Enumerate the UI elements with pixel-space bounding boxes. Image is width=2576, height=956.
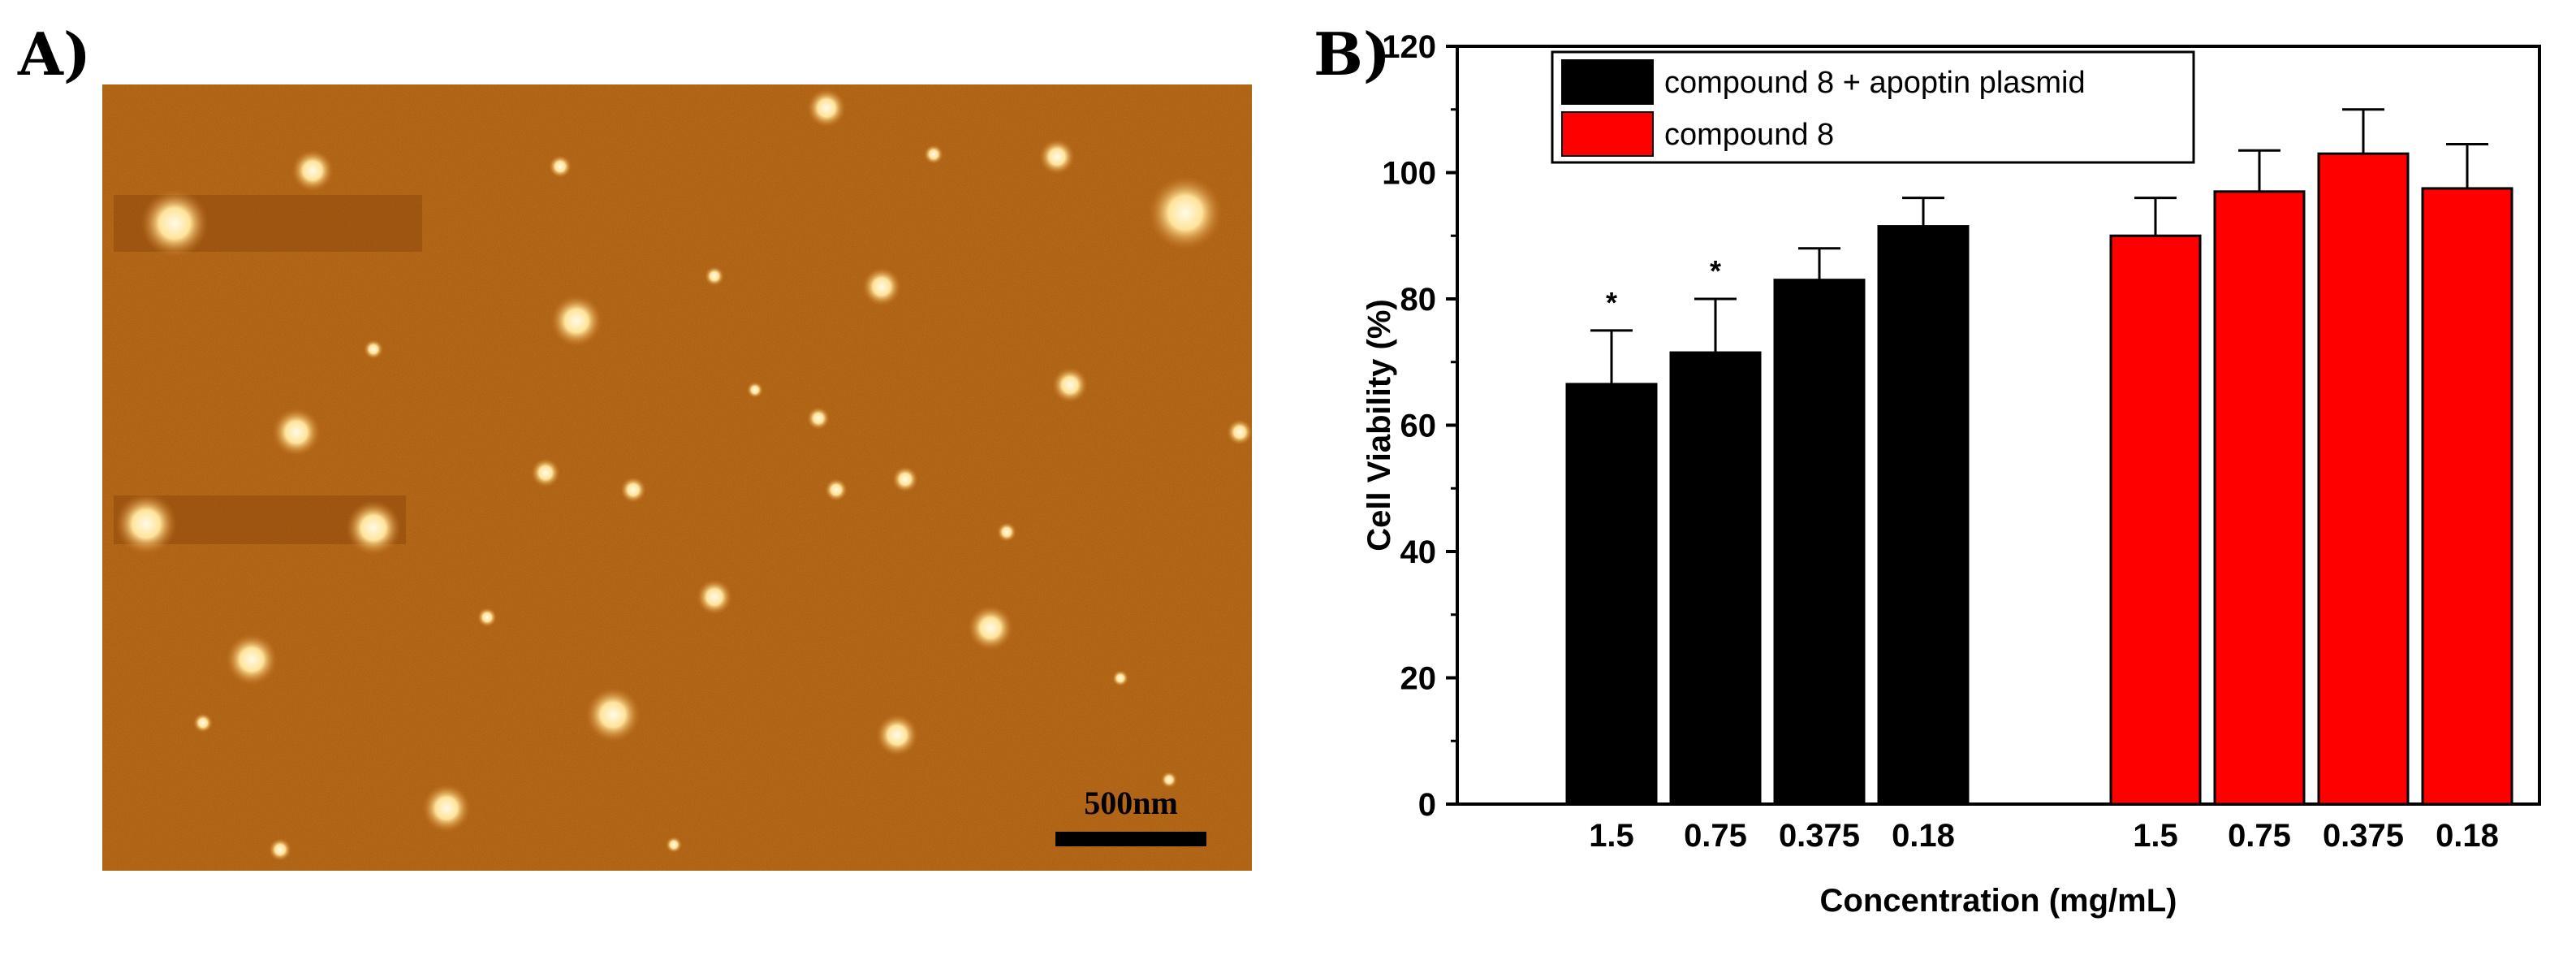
afm-particles <box>115 89 1253 861</box>
y-tick-label: 100 <box>1382 156 1436 192</box>
legend-label: compound 8 <box>1664 118 1834 152</box>
y-tick-label: 80 <box>1400 282 1437 318</box>
y-tick-label: 60 <box>1400 409 1437 444</box>
afm-particle <box>585 687 641 742</box>
significance-marker: * <box>1710 254 1721 288</box>
afm-particle <box>1052 367 1088 403</box>
x-axis-title: Concentration (mg/mL) <box>1820 883 2177 919</box>
bar <box>2109 234 2202 806</box>
afm-particle <box>364 340 383 359</box>
afm-particle <box>550 295 602 347</box>
scale-bar-label: 500nm <box>1084 785 1178 821</box>
panel-a: A) 500nm <box>17 19 1253 871</box>
panel-b-label: B) <box>1314 19 1391 89</box>
afm-particle <box>477 608 497 627</box>
afm-particle <box>1039 139 1075 175</box>
afm-particle <box>968 605 1013 651</box>
legend-swatch <box>1561 111 1654 157</box>
x-tick-label: 1.5 <box>1589 818 1634 854</box>
x-tick-label: 0.75 <box>1684 818 1747 854</box>
afm-particle <box>1112 670 1128 686</box>
series-2: 1.5 0.75 0.375 0.18 <box>2109 108 2513 854</box>
afm-particle <box>666 837 682 853</box>
scale-bar <box>1055 832 1206 846</box>
afm-particle <box>924 145 943 164</box>
afm-particle <box>825 478 848 501</box>
afm-particle <box>531 458 560 487</box>
afm-particle <box>346 500 401 556</box>
bar <box>2421 187 2513 806</box>
legend-label: compound 8 + apoptin plasmid <box>1664 66 2086 100</box>
legend-swatch <box>1561 59 1654 105</box>
afm-particle <box>892 466 918 492</box>
afm-particle <box>140 189 209 257</box>
afm-particle <box>549 155 572 178</box>
afm-particle <box>272 408 321 456</box>
significance-marker: * <box>1606 286 1617 319</box>
x-tick-label: 0.375 <box>1779 818 1860 854</box>
afm-particle <box>997 522 1016 542</box>
afm-particle <box>269 838 291 861</box>
x-tick-label: 0.375 <box>2323 818 2404 854</box>
bar <box>2213 190 2306 806</box>
afm-particle <box>747 382 763 398</box>
afm-particle <box>807 89 846 128</box>
panel-a-label: A) <box>17 19 91 89</box>
afm-particle <box>193 713 213 733</box>
x-tick-label: 0.75 <box>2228 818 2291 854</box>
y-tick-label: 120 <box>1382 29 1436 65</box>
afm-image: 500nm <box>102 84 1253 871</box>
y-axis-title: Cell Viability (%) <box>1361 299 1397 551</box>
y-tick-label: 20 <box>1400 661 1437 697</box>
afm-particle <box>226 634 278 686</box>
bar-chart: 0 20 40 60 80 100 120 * 1.5 * 0.75 0.375 0.18 1.5 0.75… <box>1361 29 2541 919</box>
afm-particle <box>1148 175 1223 250</box>
series-1: * 1.5 * 0.75 0.375 0.18 <box>1565 197 1970 854</box>
x-tick-label: 0.18 <box>1892 818 1955 854</box>
afm-particle <box>862 267 901 306</box>
afm-particle <box>876 714 918 756</box>
legend-box <box>1551 50 2195 164</box>
afm-particle <box>115 493 177 555</box>
afm-particle <box>291 149 334 192</box>
bar <box>1669 351 1762 806</box>
legend: compound 8 + apoptin plasmid compound 8 <box>1551 50 2195 164</box>
bar <box>1877 225 1970 806</box>
afm-texture <box>102 84 1252 871</box>
afm-particle <box>1161 772 1177 788</box>
afm-particle <box>1227 419 1253 445</box>
afm-particle <box>620 477 646 503</box>
x-tick-label: 0.18 <box>2436 818 2499 854</box>
y-tick-label: 0 <box>1418 787 1436 823</box>
y-tick-label: 40 <box>1400 534 1437 570</box>
afm-particle <box>705 266 724 286</box>
bar <box>1773 279 1866 806</box>
bar <box>1565 383 1658 806</box>
afm-particle <box>422 784 471 833</box>
afm-particle <box>697 579 732 615</box>
x-tick-label: 1.5 <box>2133 818 2178 854</box>
bar <box>2317 152 2410 806</box>
afm-particle <box>807 407 830 430</box>
